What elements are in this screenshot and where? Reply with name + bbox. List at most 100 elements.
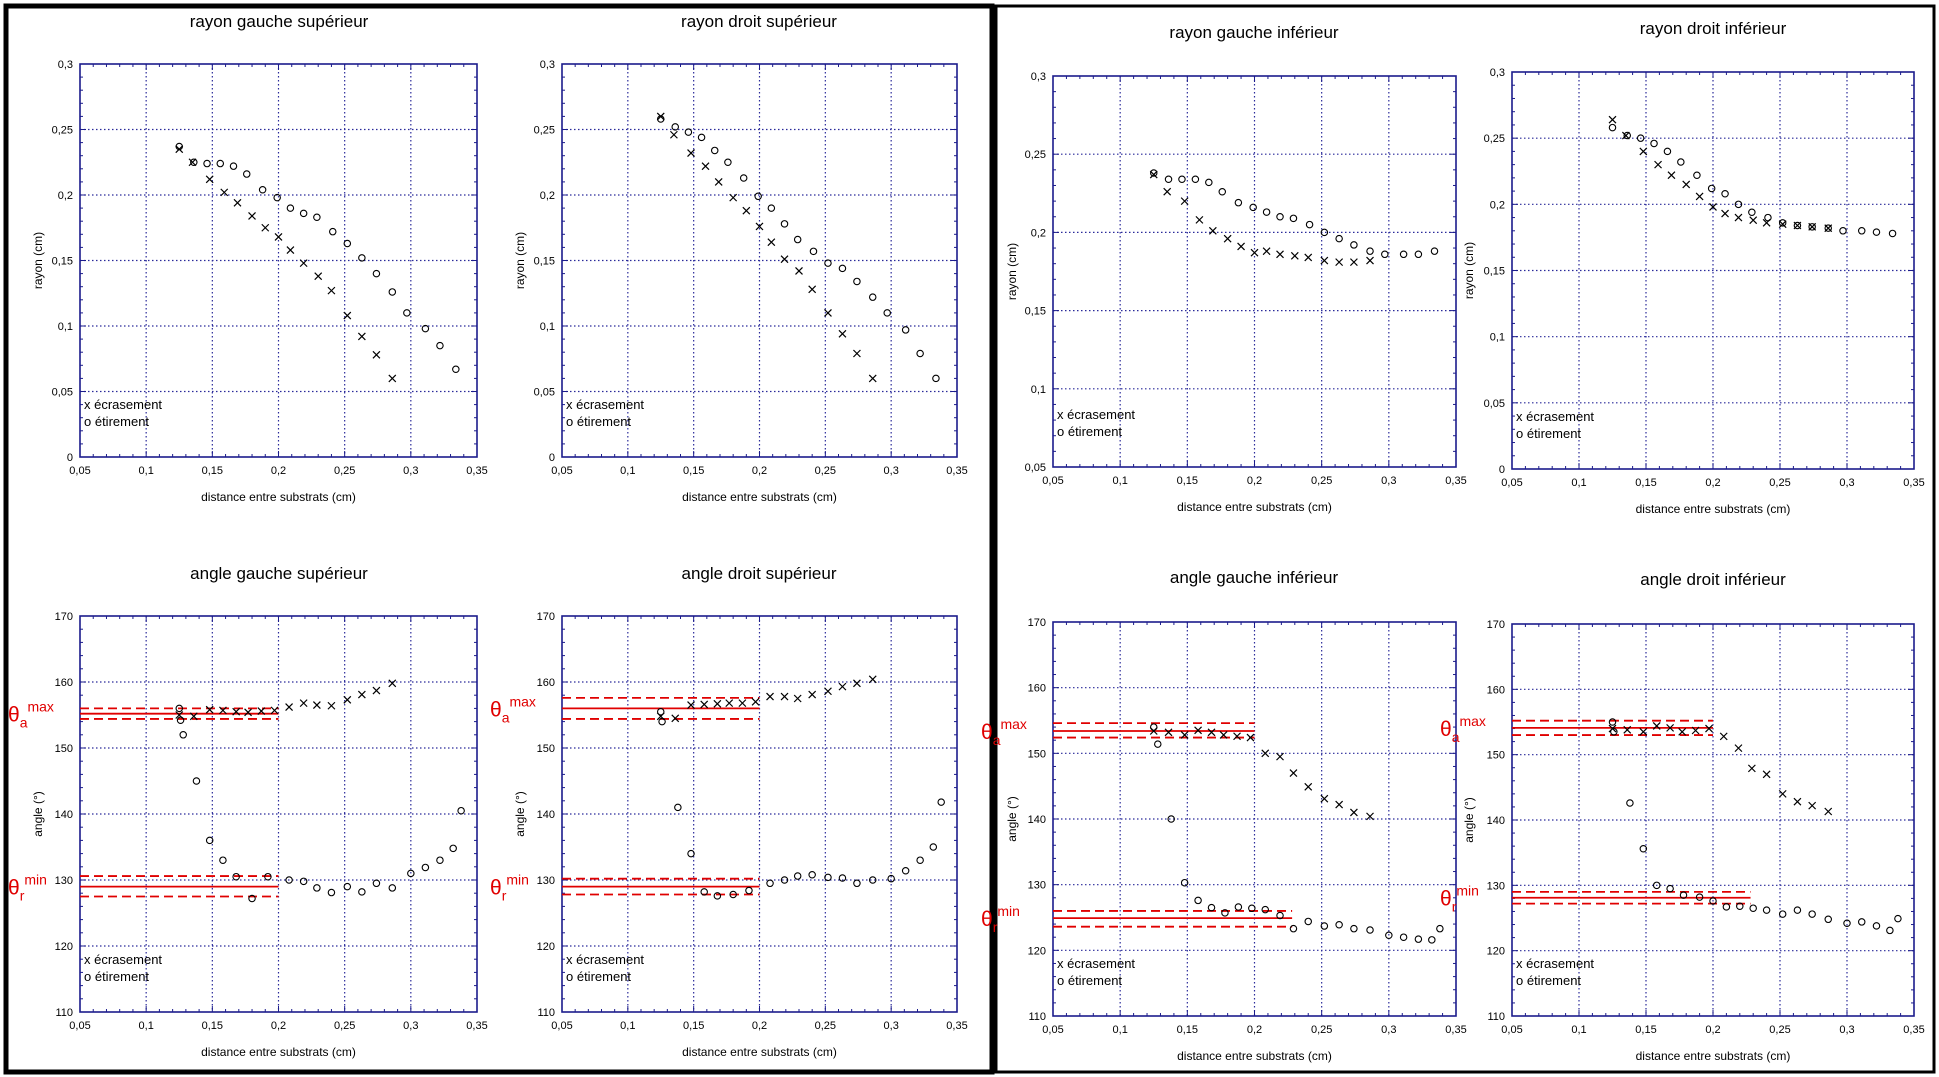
y-tick-label: 160 [1028, 683, 1046, 695]
right-panel-frame [994, 4, 1936, 1074]
data-point-circle [745, 886, 753, 895]
data-point-circle [1748, 208, 1756, 217]
legend: x écrasement o étirement [1516, 409, 1594, 441]
data-point-circle [1762, 906, 1771, 914]
y-tick-label: 0,1 [58, 321, 73, 333]
data-point-circle [766, 879, 774, 888]
y-tick-label: 150 [1487, 750, 1505, 762]
x-tick-label: 0,15 [683, 465, 704, 477]
chart-ags: angle gauche supérieur 0,05 0,1 0,15 0,2 0,25… [8, 564, 488, 1059]
data-point-circle [1428, 936, 1436, 944]
data-point-cross [205, 175, 214, 184]
legend: x écrasement o étirement [84, 397, 162, 429]
plot-area-frame [1052, 75, 1457, 468]
data-point-cross [388, 679, 397, 688]
annotation-theta-r-min: θrmin [490, 872, 760, 904]
data-point-cross [1667, 171, 1676, 180]
data-point-cross [671, 714, 680, 723]
grid-lines [80, 64, 477, 457]
data-point-cross [285, 703, 294, 712]
data-point-cross [687, 701, 695, 710]
data-point-circle [729, 890, 737, 899]
data-point-circle [1886, 926, 1894, 935]
x-tick-label: 0,35 [946, 1020, 967, 1032]
annotation-theta-r-min: θrmin [1440, 883, 1751, 915]
x-tick-label: 0,1 [1113, 1024, 1128, 1036]
x-tick-label: 0,35 [1445, 1024, 1466, 1036]
data-point-circle [932, 374, 940, 383]
data-point-circle [343, 882, 352, 891]
data-point-circle [436, 341, 444, 350]
x-axis-label: distance entre substrats (cm) [201, 490, 356, 504]
data-point-cross [1721, 209, 1729, 218]
data-point-cross [1290, 251, 1299, 260]
data-point-circle [1843, 919, 1851, 927]
y-tick-label: 0,25 [534, 125, 555, 137]
data-point-cross [1793, 797, 1802, 806]
data-point-cross [218, 706, 227, 715]
data-point-cross [1320, 794, 1329, 803]
data-point-circle [1709, 897, 1717, 905]
x-tick-label: 0,05 [69, 465, 90, 477]
data-point-circle [700, 888, 708, 896]
data-point-cross [713, 699, 722, 708]
y-tick-label: 0,05 [1484, 398, 1505, 410]
legend: x écrasement o étirement [84, 952, 162, 984]
series-etirement [1150, 723, 1444, 944]
x-tick-label: 0,25 [1311, 1024, 1332, 1036]
data-point-cross [1335, 800, 1344, 809]
legend: x écrasement o étirement [566, 952, 644, 984]
y-tick-label: 0,05 [534, 387, 555, 399]
legend: x écrasement o étirement [1057, 407, 1135, 439]
data-point-cross [793, 694, 802, 703]
data-point-cross [1195, 215, 1204, 224]
y-tick-label: 130 [1028, 880, 1046, 892]
plot-area-frame [1511, 623, 1915, 1017]
data-point-circle [285, 876, 293, 884]
y-tick-label: 110 [55, 1007, 73, 1019]
y-tick-label: 160 [537, 677, 555, 689]
data-point-cross [1778, 789, 1787, 798]
x-tick-label: 0,3 [403, 465, 418, 477]
y-tick-label: 0 [549, 452, 555, 464]
data-point-circle [299, 209, 308, 218]
annotation-theta-a-max: θamax [981, 716, 1255, 748]
y-tick-label: 120 [1487, 946, 1505, 958]
data-point-circle [457, 806, 465, 815]
data-point-circle [1436, 924, 1444, 933]
x-axis-label: distance entre substrats (cm) [1177, 1049, 1332, 1063]
data-point-cross [372, 686, 381, 695]
data-point-circle [219, 856, 227, 864]
data-point-cross [751, 697, 760, 706]
data-point-circle [1626, 799, 1634, 807]
data-point-cross [1691, 726, 1700, 735]
x-tick-label: 0,35 [1903, 1024, 1924, 1036]
data-point-circle [258, 186, 267, 194]
series-ecrasement [656, 112, 877, 383]
data-point-cross [714, 177, 723, 186]
annotation-label: θrmin [1440, 883, 1479, 915]
data-point-cross [299, 259, 308, 268]
data-point-circle [1414, 935, 1423, 943]
legend: x écrasement o étirement [1516, 956, 1594, 988]
x-tick-label: 0,15 [1635, 1024, 1656, 1036]
data-point-circle [1824, 224, 1832, 232]
data-point-cross [1219, 731, 1228, 739]
data-point-cross [220, 188, 229, 197]
plot-area-frame [79, 615, 478, 1013]
grid-lines [562, 64, 957, 457]
data-point-cross [1824, 807, 1833, 816]
data-point-circle [1335, 920, 1343, 929]
y-tick-label: 0,3 [1031, 71, 1046, 83]
series-ecrasement [175, 679, 397, 721]
plot-area-frame [561, 63, 958, 458]
data-point-circle [1335, 234, 1343, 243]
data-point-cross [270, 706, 279, 715]
x-tick-label: 0,35 [1903, 477, 1924, 489]
data-point-circle [388, 288, 397, 296]
data-point-circle [1305, 220, 1314, 229]
data-point-circle [1218, 187, 1227, 196]
charts-layer: rayon gauche supérieur 0,05 0,1 0,15 0,2 0,25… [8, 12, 1925, 1063]
data-point-circle [1721, 189, 1729, 198]
y-tick-label: 110 [1487, 1011, 1505, 1023]
